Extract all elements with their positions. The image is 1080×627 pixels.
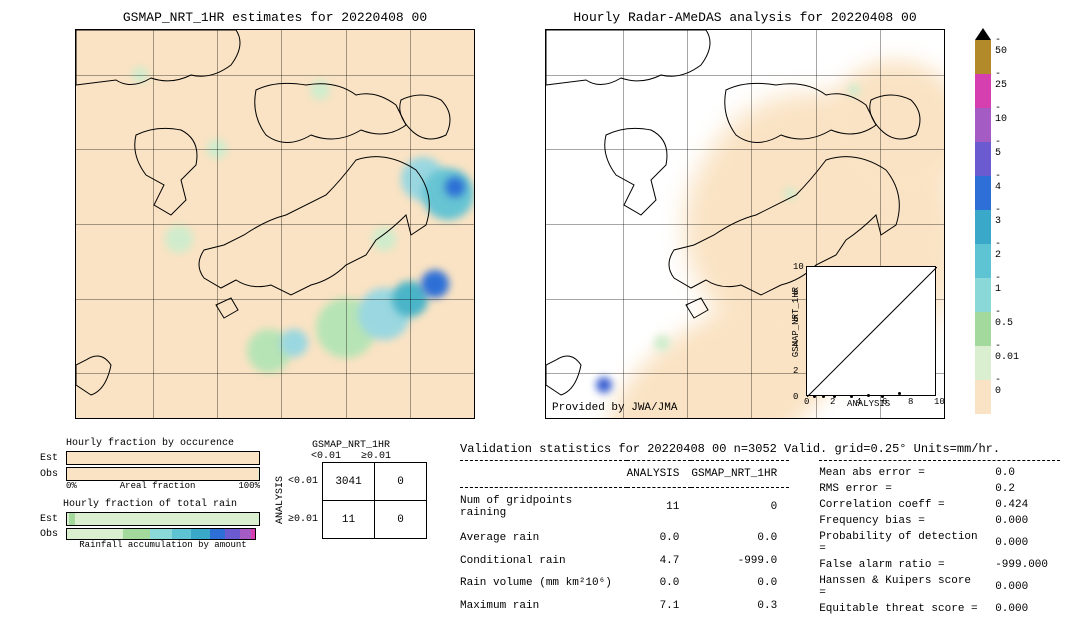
fraction-occ-title: Hourly fraction by occurence xyxy=(40,438,260,449)
map2-title: Hourly Radar-AMeDAS analysis for 2022040… xyxy=(545,10,945,25)
matrix-title: GSMAP_NRT_1HR xyxy=(275,440,427,451)
fraction-rain-title: Hourly fraction of total rain xyxy=(40,499,260,510)
stats-left-table: ANALYSISGSMAP_NRT_1HR Num of gridpoints … xyxy=(460,460,789,617)
matrix-row-title: ANALYSIS xyxy=(275,476,286,524)
rain-legend-label: Rainfall accumulation by amount xyxy=(66,540,260,550)
scatter-plot: ANALYSIS GSMAP_NRT_1HR 02468100246810 xyxy=(806,266,936,396)
est-occ-bar xyxy=(66,451,260,465)
obs-label: Obs xyxy=(40,469,62,480)
confusion-matrix: 30410 110 xyxy=(322,462,427,539)
stats-right: Mean abs error =0.0RMS error =0.2Correla… xyxy=(819,460,1060,617)
map1-title: GSMAP_NRT_1HR estimates for 20220408 00 xyxy=(75,10,475,25)
colorbar: - 50- 25- 10- 5- 4- 3- 2- 1- 0.5- 0.01- … xyxy=(975,28,991,426)
radar-map: Provided by JWA/JMA ANALYSIS GSMAP_NRT_1… xyxy=(545,29,945,419)
obs-occ-bar xyxy=(66,467,260,481)
obs-rain-bar xyxy=(66,528,256,540)
stats-title: Validation statistics for 20220408 00 n=… xyxy=(460,442,1060,456)
est-rain-bar xyxy=(66,512,260,526)
gsmap-map: 125°E130°E135°E140°E145°E25°N30°N35°N40°… xyxy=(75,29,475,419)
est-label: Est xyxy=(40,453,62,464)
map2-attribution: Provided by JWA/JMA xyxy=(552,402,677,414)
